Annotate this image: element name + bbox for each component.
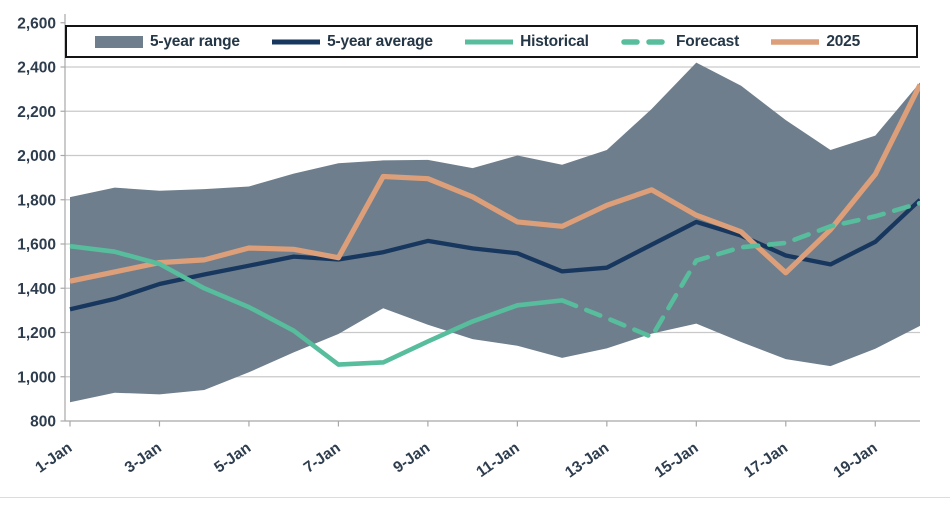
x-axis-tick-label: 17-Jan [741, 439, 791, 481]
legend-label: 2025 [826, 32, 860, 50]
range-band-swatch-icon [95, 35, 143, 48]
legend-item-5-year-range: 5-year range [95, 33, 240, 51]
legend-item-forecast: Forecast [621, 33, 739, 51]
forecast-dashed-swatch-icon [621, 38, 670, 45]
line-2025 [69, 83, 920, 284]
forecast-line [559, 200, 920, 340]
historical-line-swatch-icon [465, 39, 514, 44]
y-axis-tick-label: 2,600 [17, 15, 56, 32]
x-axis-tick-label: 7-Jan [301, 439, 344, 476]
y-axis-tick-label: 1,600 [17, 237, 56, 254]
five-year-average-line [69, 198, 920, 312]
series-group [69, 62, 920, 403]
legend-label: 5-year range [150, 32, 240, 50]
legend-label: Historical [520, 32, 589, 50]
x-axis-tick-label: 1-Jan [32, 439, 75, 476]
x-axis-tick-label: 19-Jan [831, 439, 881, 481]
historical-line [69, 243, 563, 367]
legend-item-5-year-average: 5-year average [272, 33, 433, 51]
y-axis-tick-label: 2,400 [17, 60, 56, 77]
x-axis-tick-label: 13-Jan [562, 439, 612, 481]
five-year-range-band [70, 62, 920, 403]
legend-item-2025: 2025 [771, 33, 860, 51]
average-line-swatch-icon [272, 39, 321, 44]
line-2025-swatch-icon [771, 38, 820, 45]
x-axis-tick-label: 9-Jan [390, 439, 433, 476]
x-axis-tick-label: 11-Jan [473, 439, 522, 481]
x-axis-tick-label: 5-Jan [211, 439, 254, 476]
y-axis-tick-label: 2,200 [17, 104, 56, 121]
y-axis-tick-label: 1,000 [17, 369, 56, 386]
x-axis-tick-label: 15-Jan [652, 439, 702, 481]
y-axis-tick-label: 800 [30, 414, 56, 431]
legend-label: Forecast [676, 32, 740, 50]
legend-label: 5-year average [327, 32, 433, 50]
bottom-divider [0, 497, 950, 498]
y-axis-tick-label: 1,800 [17, 192, 56, 209]
y-axis-tick-label: 1,400 [17, 281, 56, 298]
chart-legend: 5-year range 5-year average Historical F… [65, 25, 918, 58]
y-axis-tick-label: 1,200 [17, 325, 56, 342]
y-axis-tick-label: 2,000 [17, 148, 56, 165]
x-axis-tick-label: 3-Jan [122, 439, 165, 476]
legend-item-historical: Historical [465, 33, 589, 51]
